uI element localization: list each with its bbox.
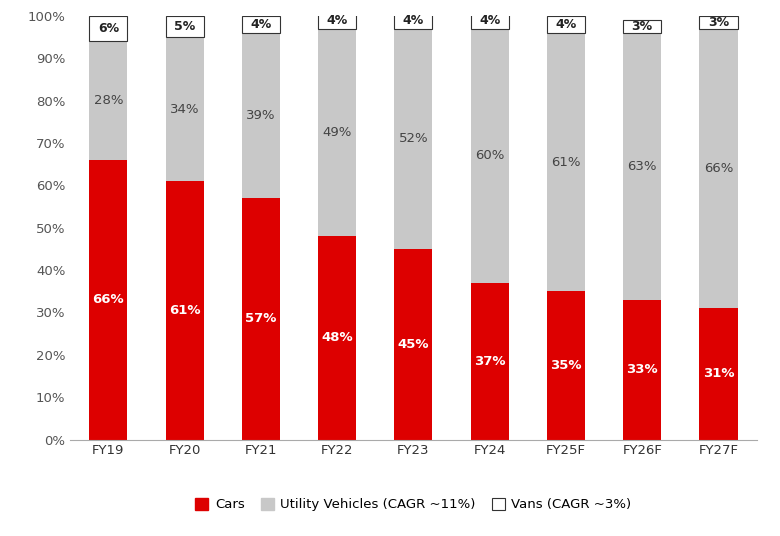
Bar (242, 33, 280, 198)
Bar (318, 12, 356, 29)
Bar (89, 16, 127, 41)
Text: 37%: 37% (474, 355, 505, 368)
Bar (395, 249, 432, 440)
Text: 34%: 34% (170, 103, 200, 116)
Bar (623, 33, 661, 300)
Bar (470, 29, 509, 283)
Text: 31%: 31% (703, 367, 734, 381)
Text: 5%: 5% (174, 20, 195, 33)
Bar (165, 16, 204, 38)
Bar (700, 16, 738, 29)
Text: 61%: 61% (168, 304, 200, 317)
Bar (242, 198, 280, 440)
Bar (547, 292, 585, 440)
Bar (165, 38, 204, 181)
Text: 49%: 49% (322, 126, 352, 139)
Bar (547, 33, 585, 292)
Bar (318, 236, 356, 440)
Bar (395, 12, 432, 29)
Bar (89, 160, 127, 440)
Bar (700, 29, 738, 308)
Bar (242, 16, 280, 33)
Text: 39%: 39% (246, 109, 275, 122)
Bar (318, 29, 356, 236)
Text: 66%: 66% (704, 162, 733, 175)
Bar (547, 16, 585, 33)
Bar (395, 29, 432, 249)
Bar (470, 12, 509, 29)
Text: 57%: 57% (245, 312, 277, 325)
Text: 4%: 4% (555, 18, 576, 31)
Bar (700, 308, 738, 440)
Bar (623, 300, 661, 440)
Legend: Cars, Utility Vehicles (CAGR ~11%), Vans (CAGR ~3%): Cars, Utility Vehicles (CAGR ~11%), Vans… (190, 493, 636, 517)
Text: 60%: 60% (475, 150, 505, 162)
Text: 45%: 45% (398, 338, 429, 351)
Text: 3%: 3% (708, 16, 729, 29)
Text: 4%: 4% (250, 18, 271, 31)
Text: 4%: 4% (479, 14, 500, 27)
Text: 48%: 48% (321, 331, 353, 345)
Text: 3%: 3% (632, 20, 653, 33)
Bar (165, 181, 204, 440)
Text: 28%: 28% (94, 94, 123, 107)
Bar (470, 283, 509, 440)
Text: 61%: 61% (551, 155, 580, 169)
Text: 4%: 4% (327, 14, 348, 27)
Text: 33%: 33% (626, 363, 658, 376)
Text: 66%: 66% (93, 293, 124, 306)
Text: 35%: 35% (550, 359, 582, 372)
Bar (89, 41, 127, 160)
Text: 6%: 6% (98, 23, 119, 35)
Text: 52%: 52% (399, 132, 428, 145)
Bar (623, 20, 661, 33)
Text: 4%: 4% (402, 14, 424, 27)
Text: 63%: 63% (627, 160, 657, 173)
